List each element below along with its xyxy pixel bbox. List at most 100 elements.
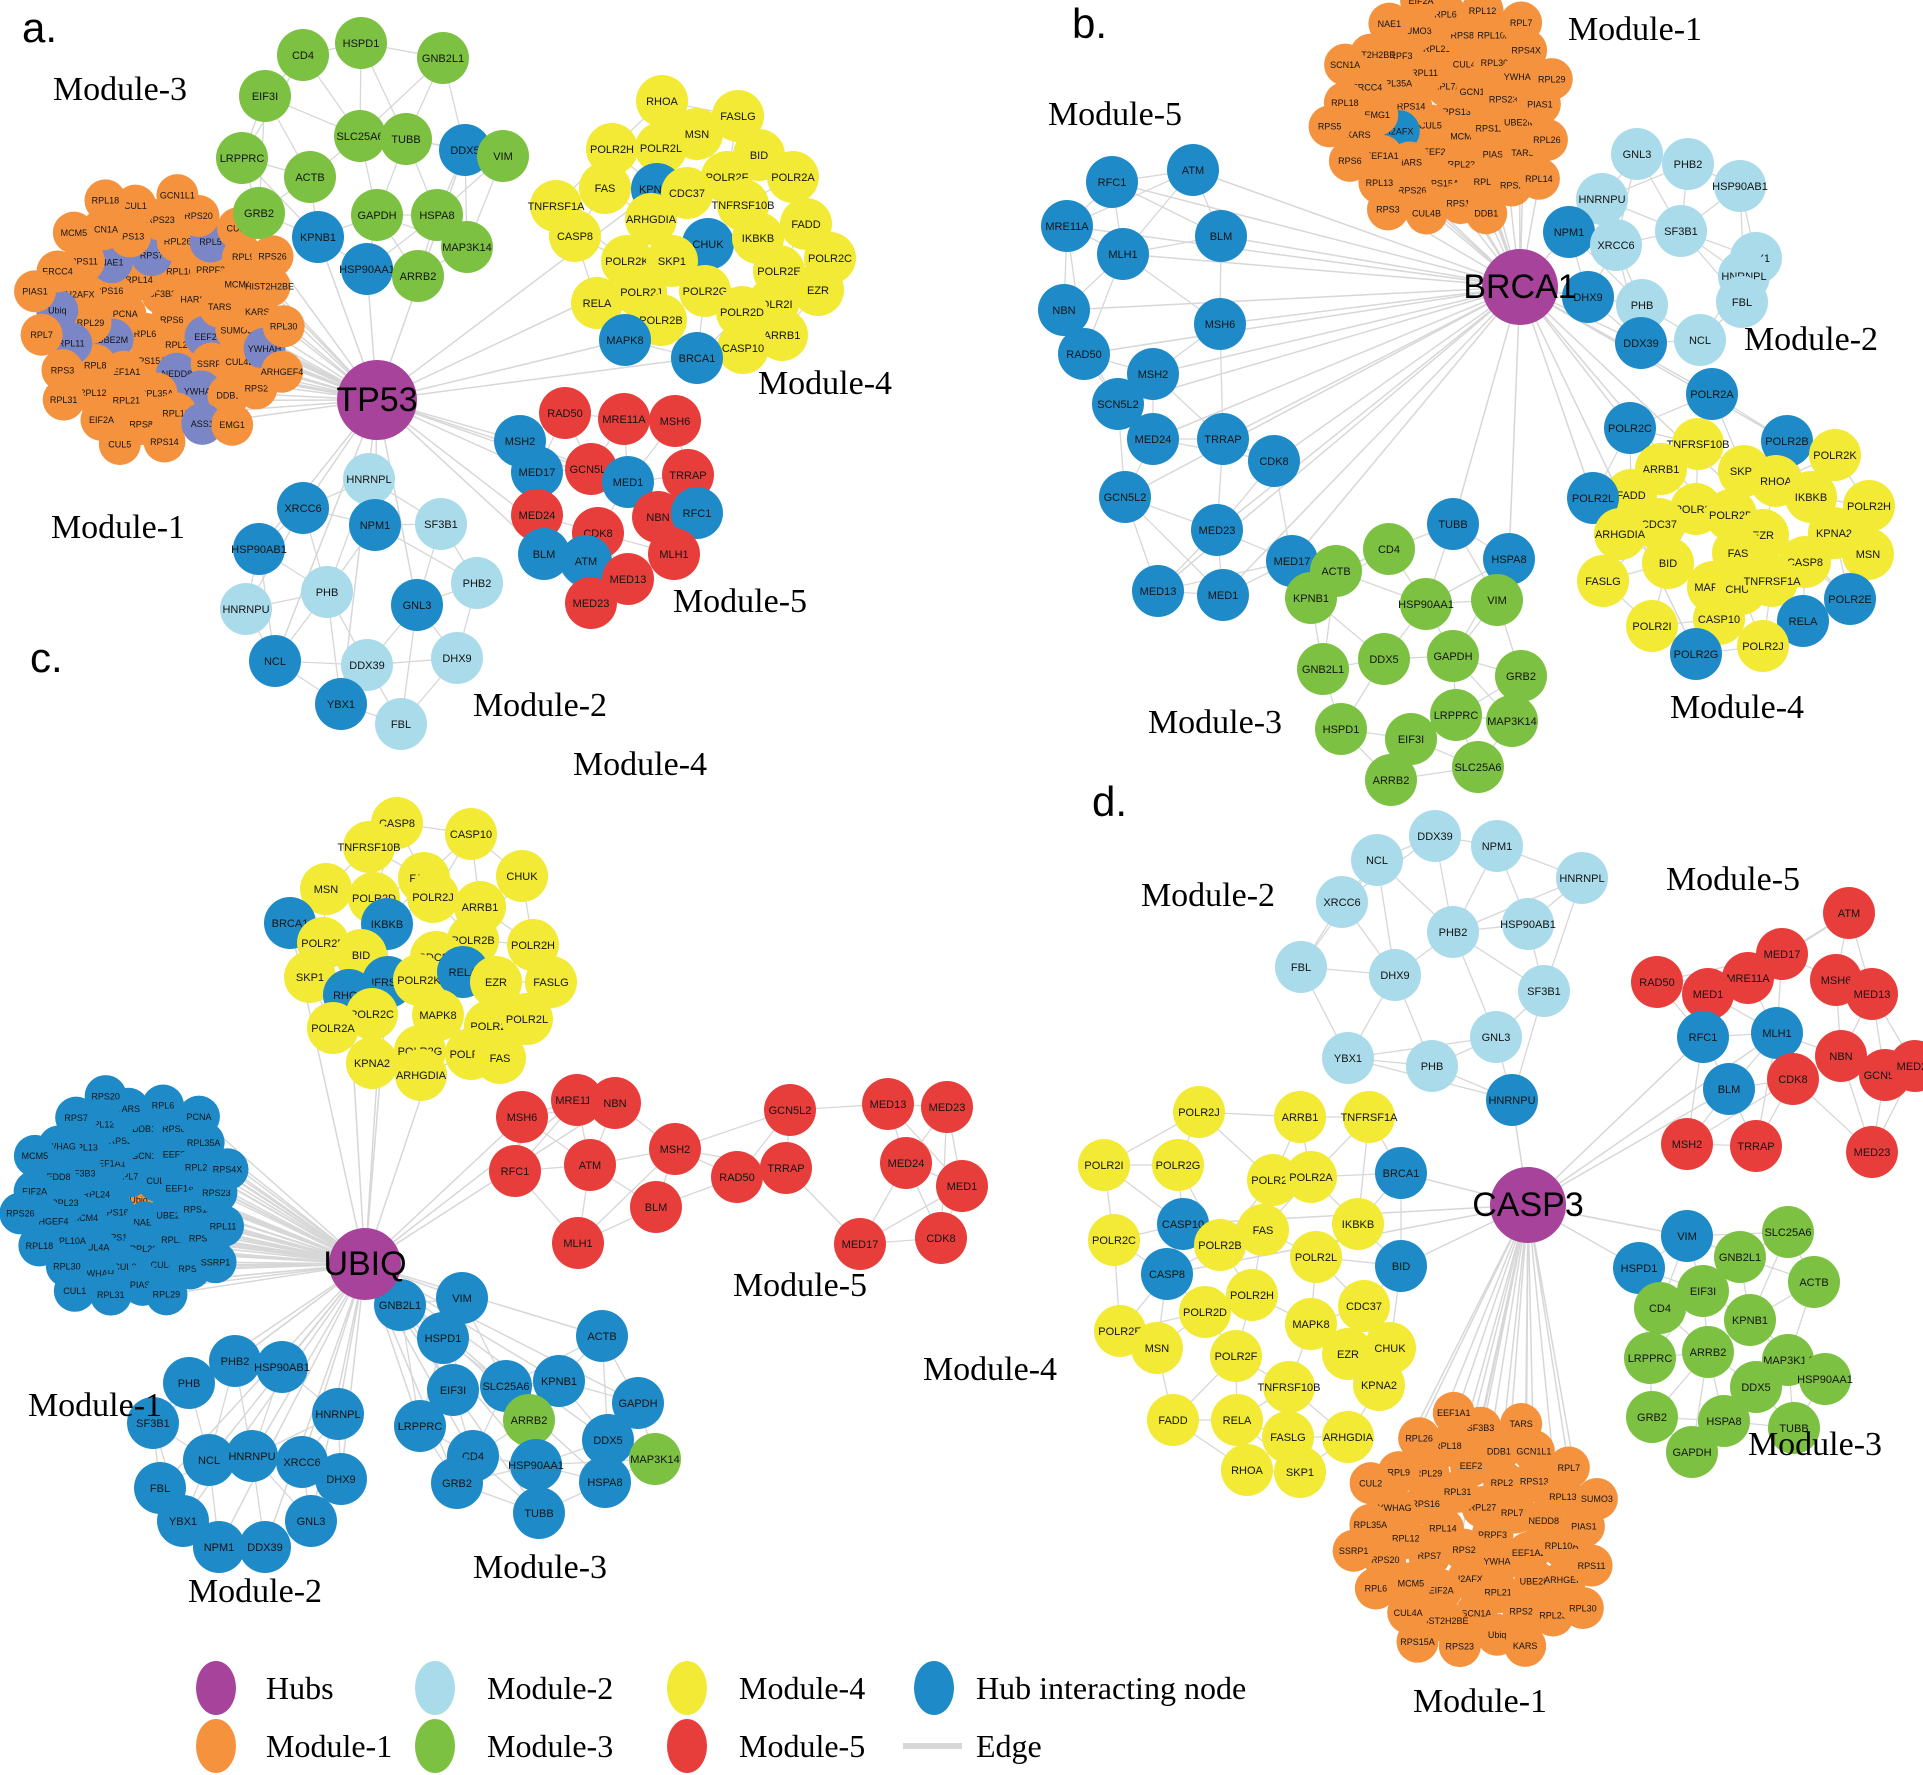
node-eif3i [1385,713,1437,765]
node-label-eif3i: EIF3I [440,1385,466,1397]
node-eif3i [1677,1265,1729,1317]
node-hnrnpl [343,453,395,505]
node-rpl31 [42,378,85,421]
node-label-polr2b: POLR2B [639,315,682,327]
node-label-rps16: RPS16 [100,1208,129,1218]
node-rela [571,277,623,329]
node-label-cdk8: CDK8 [1259,456,1288,468]
node-label-arhgef4: ARHGEF4 [261,367,304,377]
node-label-rps8: RPS8 [162,1124,186,1134]
node-label-med24: MED24 [1897,1061,1923,1073]
module-label-module-1: Module-1 [1413,1683,1547,1720]
node-label-polr2a: POLR2A [771,172,815,184]
node-rps23 [1438,1625,1481,1668]
node-label-slc25a6: SLC25A6 [482,1381,529,1393]
node-tubb [1768,1402,1820,1454]
node-ddx5 [1730,1361,1782,1413]
node-label-chuk: CHUK [1374,1343,1406,1355]
node-label-rpl21: RPL21 [1423,44,1451,54]
node-xrcc6 [277,482,329,534]
node-label-tars: TARS [1509,1419,1532,1429]
node-label-ncl: NCL [1366,855,1388,867]
node-label-ikbkb: IKBKB [371,919,403,931]
node-label-kpnb1: KPNB1 [300,232,336,244]
node-fas [1237,1204,1289,1256]
node-label-rps2: RPS2 [109,1136,133,1146]
node-polr2l [1567,472,1619,524]
node-gnl3 [1611,128,1663,180]
node-label-arhgef4: ARHGEF4 [1544,1575,1587,1585]
edge [1527,1204,1570,1468]
node-faslg [712,90,764,142]
node-vim [477,130,529,182]
node-ncl [1351,834,1403,886]
node-label-polr2c: POLR2C [350,1009,394,1021]
node-label-rpl7: RPL7 [1558,1463,1581,1473]
node-npm1 [1543,206,1595,258]
node-label-gapdh: GAPDH [1433,651,1472,663]
hub-node-brca1 [1482,249,1558,325]
node-label-rpl5: RPL5 [199,237,222,247]
module-label-module-1: Module-1 [1568,11,1702,48]
node-label-ikbkb: IKBKB [1342,1219,1374,1231]
node-polr2a [307,1002,359,1054]
node-label-kpna2: KPNA2 [354,1058,390,1070]
node-label-vim: VIM [452,1293,472,1305]
node-grb2 [1495,650,1547,702]
node-label-ercc4: ERCC4 [1352,82,1383,92]
node-label-ikbkb: IKBKB [1795,492,1827,504]
node-label-hars: HARS [1397,158,1422,168]
node-label-rps6: RPS6 [1338,156,1362,166]
node-label-rps13: RPS13 [1442,107,1471,117]
node-label-cul4b: CUL4B [151,1260,180,1270]
node-ikbkb [1332,1198,1384,1250]
node-label-rpl9: RPL9 [1474,177,1497,187]
node-label-msh6: MSH6 [1821,975,1852,987]
hub-label-ubiq: UBIQ [323,1245,406,1283]
node-label-polr2h: POLR2H [590,144,634,156]
node-label-ikbkb: IKBKB [742,233,774,245]
node-label-emg1: EMG1 [1364,110,1390,120]
node-label-rpl13: RPL13 [70,1143,98,1153]
node-label-ssrp1: SSRP1 [201,1257,231,1267]
node-rpl11 [202,1205,245,1248]
legend: Hubs Module-2 Module-4 Hub interacting node… [196,1661,1246,1773]
node-label-polr2k: POLR2K [397,975,441,987]
node-label-bid: BID [1392,1261,1410,1273]
node-label-tars: TARS [1511,148,1534,158]
node-label-brca1: BRCA1 [272,918,309,930]
node-label-med23: MED23 [1854,1147,1891,1159]
node-label-atm: ATM [1182,165,1204,177]
node-label-rps11: RPS11 [70,256,98,266]
node-fbl [1275,941,1327,993]
node-label-hspd1: HSPD1 [425,1333,462,1345]
node-label-sf3b3: SF3B3 [149,289,177,299]
node-label-rpl11: RPL11 [58,339,85,349]
node-label-med24: MED24 [519,510,556,522]
node-label-ezr: EZR [1337,1349,1359,1361]
node-label-gcn5l2: GCN5L2 [570,464,613,476]
node-msh2 [1127,348,1179,400]
node-label-sumo3: SUMO3 [1400,26,1432,36]
node-label-sf3b3: SF3B3 [68,1168,96,1178]
node-label-med1: MED1 [613,477,644,489]
node-label-gnb2l1: GNB2L1 [422,53,464,65]
node-label-mlh1: MLH1 [1108,249,1137,261]
node-label-hsp90ab1: HSP90AB1 [1712,181,1768,193]
node-label-mre11a: MRE11A [1045,221,1089,233]
node-label-gnl3: GNL3 [1623,149,1652,161]
node-rela [1777,595,1829,647]
node-casp8 [1141,1248,1193,1300]
node-label-sf3b3: SF3B3 [1467,1423,1495,1433]
node-label-hsp90aa1: HSP90AA1 [508,1460,564,1472]
node-label-fadd: FADD [1158,1415,1187,1427]
node-gnl3 [1470,1011,1522,1063]
module-label-module-2: Module-2 [1141,877,1275,914]
node-label-rela: RELA [449,967,478,979]
node-label-arhgdia: ARHGDIA [1595,529,1646,541]
node-rps26 [0,1192,42,1235]
module-label-module-1: Module-1 [28,1387,162,1424]
node-gapdh [612,1377,664,1429]
node-polr2d [1179,1286,1231,1338]
